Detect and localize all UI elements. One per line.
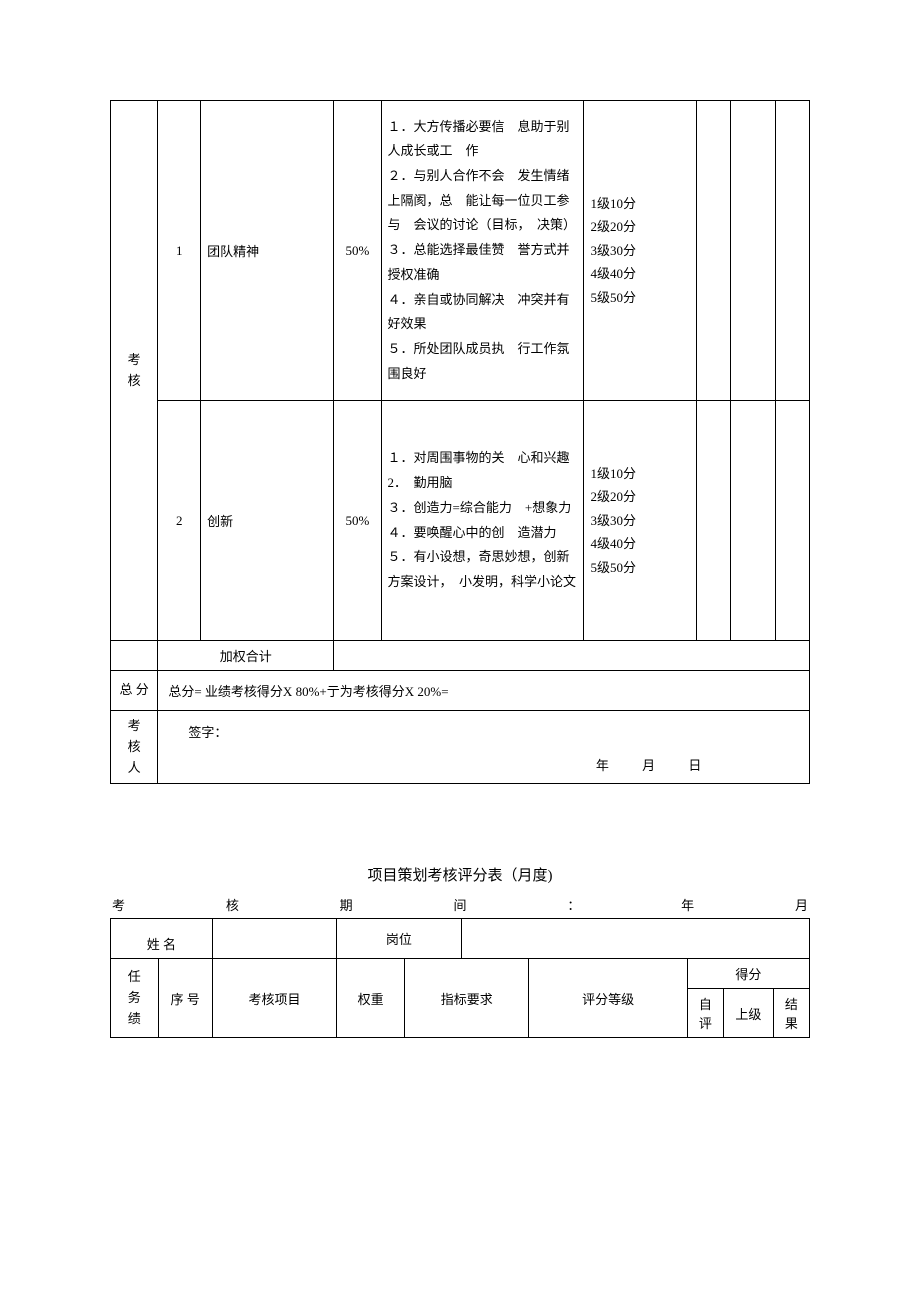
col-num: 序 号: [158, 959, 212, 1038]
score-sup: [731, 401, 776, 641]
score-result: [776, 401, 810, 641]
score-self: [697, 401, 731, 641]
position-label: 岗位: [337, 919, 461, 959]
date-year: 年: [596, 758, 609, 773]
row-weight: 50%: [334, 101, 381, 401]
p2: 核: [226, 895, 239, 914]
score-sup: [731, 101, 776, 401]
total-formula: 总分= 业绩考核得分X 80%+亍为考核得分X 20%=: [158, 671, 810, 711]
name-label: 姓 名: [111, 919, 213, 959]
col-req: 指标要求: [405, 959, 529, 1038]
name-value: [212, 919, 336, 959]
weighted-total-value: [334, 641, 810, 671]
row-num: 1: [158, 101, 201, 401]
col-weight: 权重: [337, 959, 405, 1038]
assessment-table-2: 姓 名 岗位 任 务 绩 序 号 考核项目 权重 指标要求 评分等级 得分 自 …: [110, 918, 810, 1038]
row-levels: 1级10分 2级20分 3级30分 4级40分 5级50分: [584, 401, 697, 641]
col-result: 结 果: [773, 989, 809, 1038]
pyear: 年: [681, 895, 694, 914]
signature-date: 年 月 日: [188, 755, 789, 774]
row-item: 团队精神: [201, 101, 334, 401]
date-day: 日: [688, 758, 701, 773]
row-item: 创新: [201, 401, 334, 641]
weighted-total-label: 加权合计: [158, 641, 334, 671]
p4: 间: [453, 895, 466, 914]
pcolon: ：: [567, 895, 580, 914]
col-item: 考核项目: [212, 959, 336, 1038]
pmonth: 月: [795, 895, 808, 914]
period-line: 考 核 期 间 ： 年 月: [110, 895, 810, 914]
row-weight: 50%: [334, 401, 381, 641]
p3: 期: [340, 895, 353, 914]
task-label: 任 务 绩: [111, 959, 159, 1038]
signature-cell: 签字： 年 月 日: [158, 711, 810, 784]
position-value: [461, 919, 809, 959]
row-num: 2: [158, 401, 201, 641]
score-self: [697, 101, 731, 401]
signature-label: 签字：: [188, 722, 789, 741]
p1: 考: [112, 895, 125, 914]
col-level: 评分等级: [529, 959, 687, 1038]
row-levels: 1级10分 2级20分 3级30分 4级40分 5级50分: [584, 101, 697, 401]
total-label: 总 分: [111, 671, 158, 711]
col-self: 自 评: [687, 989, 723, 1038]
row-criteria: １．大方传播必要信 息助于别人成长或工 作 ２．与别人合作不会 发生情绪上隔阂，…: [381, 101, 584, 401]
row-criteria: １．对周围事物的关 心和兴趣 2． 勤用脑 ３．创造力=综合能力 +想象力 ４．…: [381, 401, 584, 641]
reviewer-label: 考 核 人: [111, 711, 158, 784]
table2-title: 项目策划考核评分表（月度): [110, 864, 810, 885]
score-result: [776, 101, 810, 401]
col-sup: 上级: [723, 989, 773, 1038]
section-label: 考 核: [111, 101, 158, 641]
date-month: 月: [642, 758, 655, 773]
col-score: 得分: [687, 959, 809, 989]
assessment-table-1: 考 核 1 团队精神 50% １．大方传播必要信 息助于别人成长或工 作 ２．与…: [110, 100, 810, 784]
blank: [111, 641, 158, 671]
